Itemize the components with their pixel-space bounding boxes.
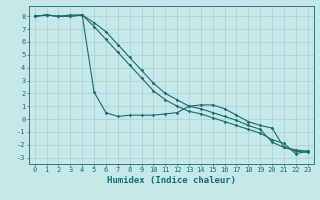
X-axis label: Humidex (Indice chaleur): Humidex (Indice chaleur) bbox=[107, 176, 236, 185]
